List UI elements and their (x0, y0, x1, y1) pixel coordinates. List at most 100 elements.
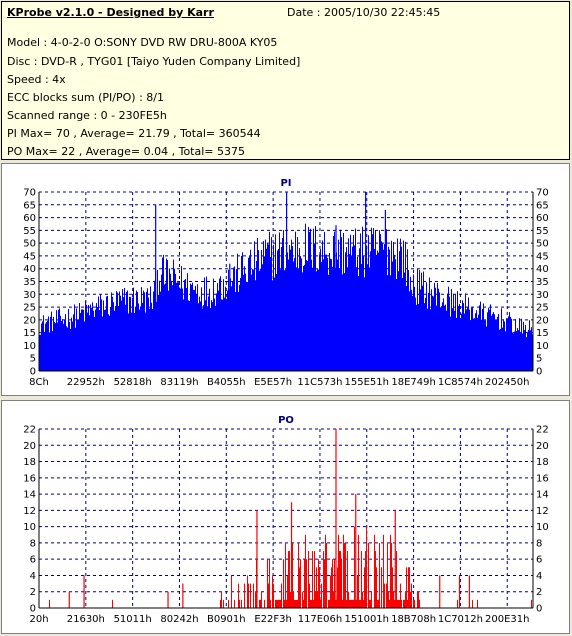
data-bar (84, 321, 85, 371)
data-bar (245, 273, 246, 371)
data-bar (490, 304, 491, 371)
app-title: KProbe v2.1.0 - Designed by Karr (7, 6, 214, 19)
data-bar (400, 583, 401, 608)
data-bar (166, 258, 167, 371)
data-bar (290, 591, 291, 608)
y-tick-label-right: 22 (536, 425, 549, 436)
data-bar (417, 591, 418, 608)
y-tick-label-right: 2 (536, 587, 542, 598)
data-bar (341, 559, 342, 608)
data-bar (151, 302, 152, 371)
data-bar (337, 567, 338, 608)
data-bar (320, 599, 321, 608)
data-bar (226, 298, 227, 371)
data-bar (89, 315, 90, 371)
data-bar (63, 323, 64, 371)
x-tick-label: 117E06h (298, 614, 342, 625)
data-bar (126, 291, 127, 371)
data-bar (186, 287, 187, 371)
data-bar (250, 583, 251, 608)
data-bar (353, 599, 354, 608)
data-bar (326, 542, 327, 608)
data-spike (439, 575, 441, 608)
data-bar (306, 260, 307, 371)
data-bar (99, 310, 100, 371)
data-bar (263, 241, 264, 371)
data-bar (309, 232, 310, 371)
data-bar (348, 591, 349, 608)
data-bar (108, 314, 109, 371)
data-bar (111, 292, 112, 371)
y-tick-label-left: 10 (23, 341, 36, 352)
data-bar (172, 285, 173, 371)
data-spike (365, 192, 367, 371)
data-bar (279, 232, 280, 371)
data-bar (122, 289, 123, 371)
data-bar (212, 302, 213, 371)
data-bar (505, 331, 506, 371)
data-bar (488, 307, 489, 371)
data-bar (312, 551, 313, 608)
y-tick-label-left: 0 (30, 367, 36, 378)
x-tick-label: 18B708h (391, 614, 436, 625)
data-bar (193, 289, 194, 371)
data-bar (295, 231, 296, 371)
data-bar (119, 291, 120, 371)
data-bar (128, 313, 129, 371)
x-tick-label: 11C573h (297, 377, 342, 388)
data-spike (83, 575, 85, 608)
data-bar (81, 309, 82, 371)
data-bar (140, 306, 141, 371)
data-bar (301, 258, 302, 371)
data-bar (517, 327, 518, 371)
data-bar (302, 272, 303, 371)
data-bars (39, 192, 533, 371)
data-bar (127, 290, 128, 371)
data-bar (102, 316, 103, 371)
data-bar (129, 296, 130, 371)
data-bar (333, 235, 334, 371)
data-bar (273, 583, 274, 608)
data-bar (147, 288, 148, 371)
data-bar (174, 268, 175, 371)
data-bar (299, 567, 300, 608)
data-bar (97, 306, 98, 371)
data-bar (65, 314, 66, 371)
data-bar (237, 253, 238, 371)
data-bar (371, 591, 372, 608)
data-bar (233, 267, 234, 371)
data-bar (400, 238, 401, 371)
data-bar (430, 309, 431, 371)
data-bar (458, 305, 459, 371)
data-bar (283, 230, 284, 371)
data-bar (91, 307, 92, 371)
data-bar (409, 291, 410, 371)
data-bar (163, 254, 164, 371)
y-tick-label-right: 25 (536, 303, 549, 314)
data-bar (112, 599, 113, 608)
data-bar (342, 599, 343, 608)
data-bar (442, 302, 443, 371)
data-bar (234, 599, 235, 608)
data-bar (503, 319, 504, 371)
data-bar (324, 231, 325, 371)
x-tick-label: B0901h (207, 614, 246, 625)
data-bar (324, 559, 325, 608)
data-bar (323, 551, 324, 608)
data-bar (132, 297, 133, 371)
data-bar (143, 290, 144, 371)
data-bar (269, 231, 270, 371)
y-tick-label-right: 18 (536, 457, 549, 468)
data-bar (164, 284, 165, 371)
data-bar (228, 599, 229, 608)
data-bar (432, 295, 433, 371)
y-tick-label-right: 14 (536, 490, 549, 501)
data-bar (238, 291, 239, 371)
y-tick-label-right: 35 (536, 277, 549, 288)
data-bar (414, 286, 415, 371)
data-bar (231, 286, 232, 371)
data-bar (308, 226, 309, 371)
data-bar (158, 294, 159, 371)
data-bar (278, 599, 279, 608)
data-bar (457, 291, 458, 371)
